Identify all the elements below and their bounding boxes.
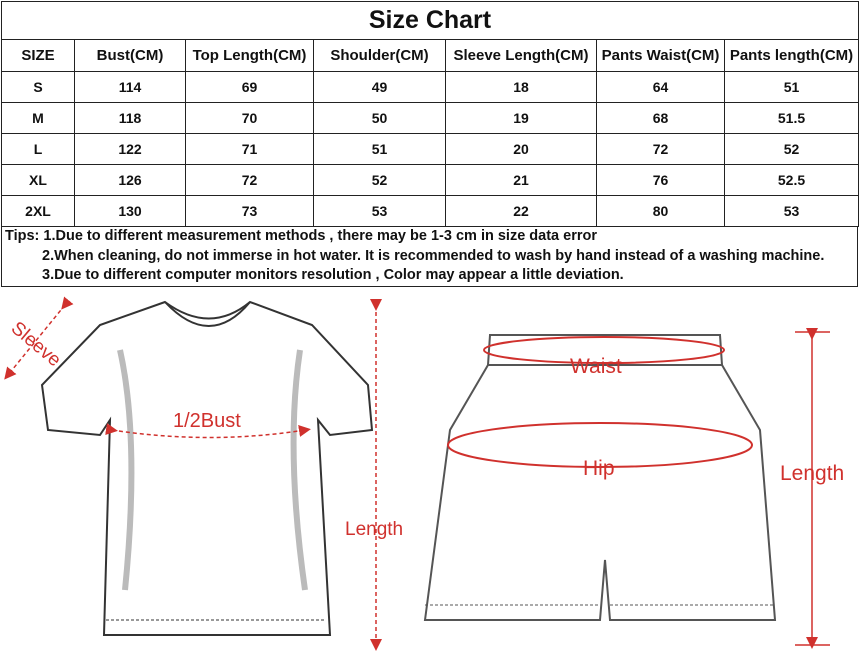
waist-label: Waist bbox=[570, 355, 622, 378]
hip-label: Hip bbox=[583, 457, 615, 480]
size-cell: 2XL bbox=[1, 195, 75, 227]
measurement-cell: 22 bbox=[445, 195, 597, 227]
garment-diagrams: Sleeve 1/2Bust Length Waist Hip Length bbox=[4, 296, 844, 651]
bust-label: 1/2Bust bbox=[173, 410, 241, 432]
measurement-cell: 73 bbox=[185, 195, 314, 227]
measurement-cell: 20 bbox=[445, 133, 597, 165]
sleeve-arrow bbox=[4, 296, 74, 380]
measurement-cell: 114 bbox=[74, 71, 186, 103]
pants-length-label: Length bbox=[780, 462, 844, 485]
measurement-cell: 53 bbox=[313, 195, 446, 227]
measurement-cell: 69 bbox=[185, 71, 314, 103]
size-row: M 118 70 50 19 68 51.5 bbox=[1, 102, 859, 134]
measurement-cell: 71 bbox=[185, 133, 314, 165]
measurement-cell: 126 bbox=[74, 164, 186, 196]
measurement-cell: 76 bbox=[596, 164, 725, 196]
header-cell: Pants Waist(CM) bbox=[596, 39, 725, 72]
measurement-cell: 122 bbox=[74, 133, 186, 165]
size-row: S 114 69 49 18 64 51 bbox=[1, 71, 859, 103]
size-table: Size Chart SIZE Bust(CM) Top Length(CM) … bbox=[1, 1, 859, 227]
measurement-cell: 118 bbox=[74, 102, 186, 134]
measurement-cell: 18 bbox=[445, 71, 597, 103]
measurement-cell: 130 bbox=[74, 195, 186, 227]
size-cell: XL bbox=[1, 164, 75, 196]
tip-3: 3.Due to different computer monitors res… bbox=[42, 267, 624, 283]
measurement-cell: 52 bbox=[724, 133, 859, 165]
measurement-cell: 49 bbox=[313, 71, 446, 103]
header-row: SIZE Bust(CM) Top Length(CM) Shoulder(CM… bbox=[1, 39, 859, 72]
header-cell: Pants length(CM) bbox=[724, 39, 859, 72]
tip-2: 2.When cleaning, do not immerse in hot w… bbox=[42, 247, 825, 264]
tshirt-illustration bbox=[40, 300, 374, 636]
measurement-cell: 52 bbox=[313, 164, 446, 196]
sleeve-label: Sleeve bbox=[7, 318, 65, 371]
measurement-cell: 72 bbox=[596, 133, 725, 165]
measurement-cell: 51 bbox=[724, 71, 859, 103]
size-row: XL 126 72 52 21 76 52.5 bbox=[1, 164, 859, 196]
header-cell: Shoulder(CM) bbox=[313, 39, 446, 72]
tips: Tips: 1.Due to different measurement met… bbox=[1, 227, 858, 287]
shorts-annotations: Waist Hip Length bbox=[447, 328, 844, 649]
header-cell: Top Length(CM) bbox=[185, 39, 314, 72]
measurement-cell: 19 bbox=[445, 102, 597, 134]
measurement-cell: 70 bbox=[185, 102, 314, 134]
measurement-cell: 64 bbox=[596, 71, 725, 103]
hip-marker bbox=[447, 422, 753, 468]
measurement-cell: 52.5 bbox=[724, 164, 859, 196]
measurement-cell: 51.5 bbox=[724, 102, 859, 134]
size-cell: M bbox=[1, 102, 75, 134]
header-cell: Bust(CM) bbox=[74, 39, 186, 72]
tip-1: Tips: 1.Due to different measurement met… bbox=[5, 228, 597, 244]
measurement-cell: 21 bbox=[445, 164, 597, 196]
measurement-cell: 53 bbox=[724, 195, 859, 227]
chart-title: Size Chart bbox=[1, 1, 859, 40]
measurement-cell: 72 bbox=[185, 164, 314, 196]
size-cell: L bbox=[1, 133, 75, 165]
size-row: 2XL 130 73 53 22 80 53 bbox=[1, 195, 859, 227]
size-cell: S bbox=[1, 71, 75, 103]
shorts-illustration bbox=[423, 334, 777, 621]
measurement-cell: 50 bbox=[313, 102, 446, 134]
top-length-label: Length bbox=[345, 519, 403, 540]
waist-marker bbox=[483, 336, 725, 364]
measurement-cell: 80 bbox=[596, 195, 725, 227]
size-chart: Size Chart SIZE Bust(CM) Top Length(CM) … bbox=[1, 1, 859, 287]
header-cell: Sleeve Length(CM) bbox=[445, 39, 597, 72]
header-cell: SIZE bbox=[1, 39, 75, 72]
bust-arrow bbox=[105, 423, 311, 439]
measurement-cell: 51 bbox=[313, 133, 446, 165]
size-row: L 122 71 51 20 72 52 bbox=[1, 133, 859, 165]
measurement-cell: 68 bbox=[596, 102, 725, 134]
